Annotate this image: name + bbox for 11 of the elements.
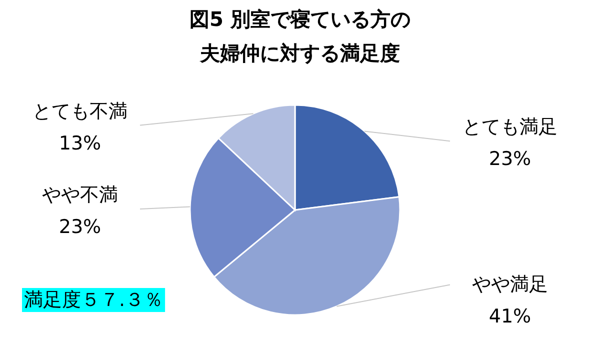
slice-label: とても満足 <box>462 116 558 138</box>
data-label: 41% <box>488 306 532 328</box>
text: 満足度５７.３％ <box>24 289 164 311</box>
data-label: 13% <box>58 132 102 154</box>
data-label: 23% <box>58 216 102 238</box>
chart-subtitle: 夫婦仲に対する満足度 <box>199 41 400 65</box>
slice-label: やや不満 <box>42 184 118 206</box>
slice-label: やや満足 <box>472 274 548 296</box>
data-label: 23% <box>488 148 532 170</box>
slice-label: とても不満 <box>32 100 128 122</box>
chart-title: 図5 別室で寝ている方の <box>190 7 410 31</box>
